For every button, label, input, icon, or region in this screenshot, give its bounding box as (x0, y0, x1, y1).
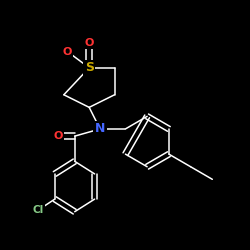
Text: N: N (95, 122, 105, 136)
Text: Cl: Cl (33, 205, 44, 215)
Text: O: O (54, 131, 63, 141)
Text: O: O (84, 38, 94, 48)
Text: S: S (85, 61, 94, 74)
Text: O: O (63, 46, 72, 56)
